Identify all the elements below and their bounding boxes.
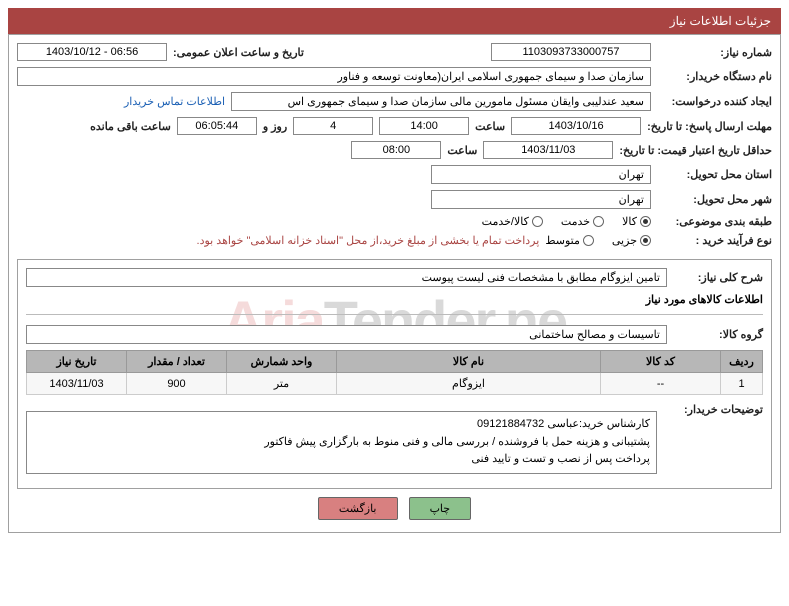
th-code: کد کالا xyxy=(601,351,721,373)
requester-label: ایجاد کننده درخواست: xyxy=(657,95,772,108)
buyer-notes-box: کارشناس خرید:عباسی 09121884732 پشتیبانی … xyxy=(26,411,657,474)
announce-label: تاریخ و ساعت اعلان عمومی: xyxy=(173,46,304,59)
radio-kala-khadmat[interactable] xyxy=(532,216,543,227)
need-no-field: 1103093733000757 xyxy=(491,43,651,61)
buyer-notes-label: توضیحات خریدار: xyxy=(663,403,763,416)
group-label: گروه کالا: xyxy=(673,328,763,341)
th-unit: واحد شمارش xyxy=(227,351,337,373)
announce-field: 06:56 - 1403/10/12 xyxy=(17,43,167,61)
button-row: چاپ بازگشت xyxy=(17,497,772,520)
goods-table: ردیف کد کالا نام کالا واحد شمارش تعداد /… xyxy=(26,350,763,395)
days-field: 4 xyxy=(293,117,373,135)
buyer-org-field: سازمان صدا و سیمای جمهوری اسلامی ایران(م… xyxy=(17,67,651,86)
category-radio-group: کالا خدمت کالا/خدمت xyxy=(482,215,651,228)
countdown-field: 06:05:44 xyxy=(177,117,257,135)
time-label-2: ساعت xyxy=(447,144,477,157)
th-row: ردیف xyxy=(721,351,763,373)
group-field: تاسیسات و مصالح ساختمانی xyxy=(26,325,667,344)
td-name: ایزوگام xyxy=(337,373,601,395)
delivery-province-label: استان محل تحویل: xyxy=(657,168,772,181)
reply-time-field: 14:00 xyxy=(379,117,469,135)
th-date: تاریخ نیاز xyxy=(27,351,127,373)
td-unit: متر xyxy=(227,373,337,395)
divider-1 xyxy=(26,314,763,315)
radio-medium-label: متوسط xyxy=(545,234,580,247)
radio-small[interactable] xyxy=(640,235,651,246)
need-no-label: شماره نیاز: xyxy=(657,46,772,59)
min-validity-date-field: 1403/11/03 xyxy=(483,141,613,159)
days-label: روز و xyxy=(263,120,287,133)
radio-medium[interactable] xyxy=(583,235,594,246)
td-qty: 900 xyxy=(127,373,227,395)
print-button[interactable]: چاپ xyxy=(409,497,472,520)
buyer-org-label: نام دستگاه خریدار: xyxy=(657,70,772,83)
goods-section-title: اطلاعات کالاهای مورد نیاز xyxy=(26,293,763,306)
radio-khadamat[interactable] xyxy=(593,216,604,227)
time-label-1: ساعت xyxy=(475,120,505,133)
category-label: طبقه بندی موضوعی: xyxy=(657,215,772,228)
reply-deadline-label: مهلت ارسال پاسخ: تا تاریخ: xyxy=(647,120,772,133)
td-code: -- xyxy=(601,373,721,395)
th-qty: تعداد / مقدار xyxy=(127,351,227,373)
td-date: 1403/11/03 xyxy=(27,373,127,395)
purchase-note: پرداخت تمام یا بخشی از مبلغ خرید،از محل … xyxy=(197,234,540,247)
radio-kala-khadmat-label: کالا/خدمت xyxy=(482,215,529,228)
desc-label: شرح کلی نیاز: xyxy=(673,271,763,284)
radio-kala[interactable] xyxy=(640,216,651,227)
radio-khadamat-label: خدمت xyxy=(561,215,590,228)
reply-date-field: 1403/10/16 xyxy=(511,117,641,135)
remaining-label: ساعت باقی مانده xyxy=(90,120,171,133)
delivery-province-field: تهران xyxy=(431,165,651,184)
purchase-type-label: نوع فرآیند خرید : xyxy=(657,234,772,247)
desc-field: تامین ایزوگام مطابق با مشخصات فنی لیست پ… xyxy=(26,268,667,287)
delivery-city-field: تهران xyxy=(431,190,651,209)
buyer-notes-l2: پشتیبانی و هزینه حمل با فروشنده / بررسی … xyxy=(33,434,650,452)
radio-kala-label: کالا xyxy=(622,215,637,228)
th-name: نام کالا xyxy=(337,351,601,373)
radio-small-label: جزیی xyxy=(612,234,637,247)
buyer-notes-l1: کارشناس خرید:عباسی 09121884732 xyxy=(33,416,650,434)
header-bar: جزئیات اطلاعات نیاز xyxy=(8,8,781,34)
buyer-notes-l3: پرداخت پس از نصب و تست و تایید فنی xyxy=(33,451,650,469)
min-validity-time-field: 08:00 xyxy=(351,141,441,159)
td-row: 1 xyxy=(721,373,763,395)
purchase-radio-group: جزیی متوسط xyxy=(545,234,651,247)
back-button[interactable]: بازگشت xyxy=(318,497,398,520)
delivery-city-label: شهر محل تحویل: xyxy=(657,193,772,206)
details-panel: شرح کلی نیاز: تامین ایزوگام مطابق با مشخ… xyxy=(17,259,772,489)
table-row: 1 -- ایزوگام متر 900 1403/11/03 xyxy=(27,373,763,395)
main-panel: شماره نیاز: 1103093733000757 تاریخ و ساع… xyxy=(8,34,781,533)
contact-link[interactable]: اطلاعات تماس خریدار xyxy=(124,95,225,108)
requester-field: سعید عندلیبی وایقان مسئول مامورین مالی س… xyxy=(231,92,651,111)
min-validity-label: حداقل تاریخ اعتبار قیمت: تا تاریخ: xyxy=(619,144,772,157)
